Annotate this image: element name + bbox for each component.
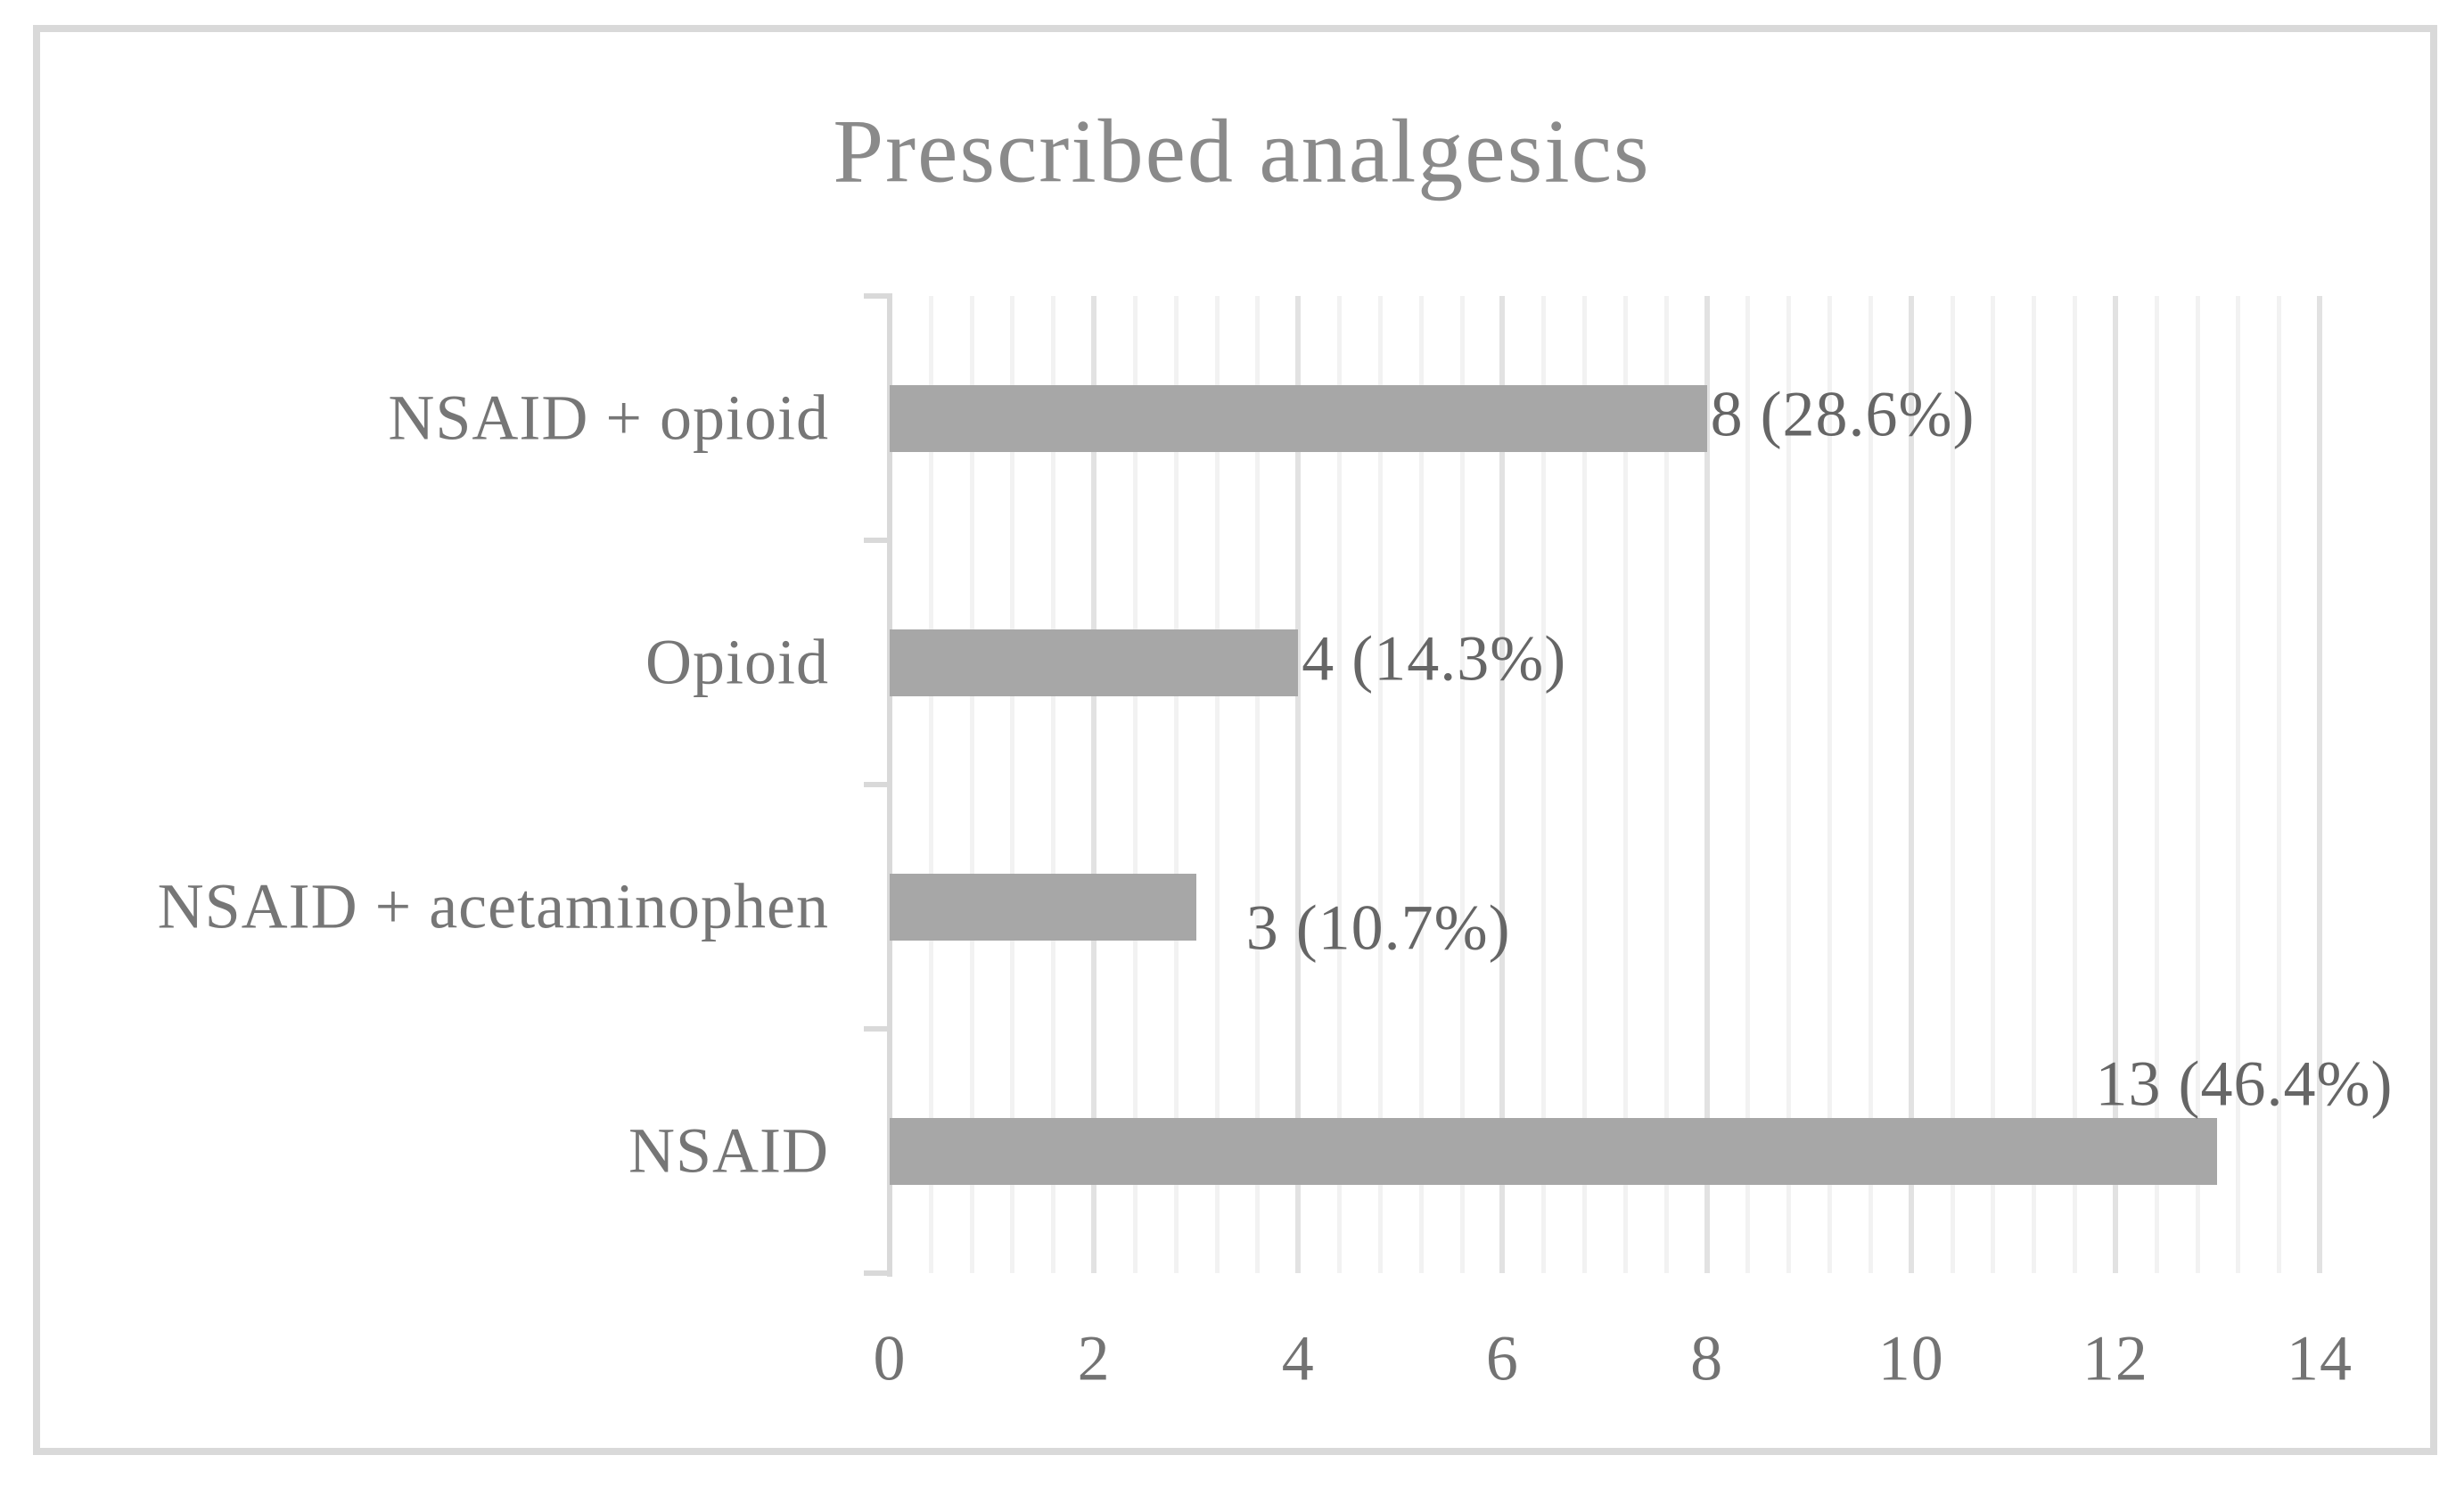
category-axis-tick <box>864 293 887 299</box>
x-tick-label: 4 <box>1281 1322 1315 1394</box>
gridline-minor <box>1459 296 1465 1273</box>
gridline-major <box>1908 296 1914 1273</box>
gridline-minor <box>1051 296 1056 1273</box>
x-tick-label: 8 <box>1690 1322 1724 1394</box>
gridline-minor <box>1868 296 1873 1273</box>
x-tick-label: 12 <box>2082 1322 2148 1394</box>
chart-title: Prescribed analgesics <box>833 101 1651 202</box>
category-axis-tick <box>864 1026 887 1032</box>
gridline-minor <box>2236 296 2241 1273</box>
bar-opioid <box>890 629 1299 696</box>
gridline-major <box>2112 296 2118 1273</box>
bar-nsaid-acetaminophen <box>890 873 1196 941</box>
gridline-minor <box>2073 296 2078 1273</box>
x-tick-label: 6 <box>1485 1322 1519 1394</box>
gridline-minor <box>1377 296 1383 1273</box>
gridline-minor <box>1541 296 1547 1273</box>
gridline-minor <box>2032 296 2037 1273</box>
gridline-minor <box>1214 296 1220 1273</box>
data-label: 13 (46.4%) <box>2095 1048 2394 1119</box>
gridline-minor <box>928 296 933 1273</box>
data-label: 3 (10.7%) <box>1245 892 1511 964</box>
gridline-minor <box>1827 296 1833 1273</box>
gridline-major <box>1091 296 1097 1273</box>
gridline-minor <box>2154 296 2159 1273</box>
category-axis-tick <box>864 1270 887 1276</box>
data-label: 8 (28.6%) <box>1710 378 1975 450</box>
gridline-major <box>1704 296 1710 1273</box>
gridline-minor <box>1745 296 1751 1273</box>
chart-border <box>33 25 2437 1455</box>
gridline-minor <box>2195 296 2200 1273</box>
gridline-minor <box>1950 296 1955 1273</box>
gridline-minor <box>969 296 974 1273</box>
gridline-minor <box>1418 296 1424 1273</box>
bar-nsaid-opioid <box>890 384 1707 452</box>
gridline-minor <box>1582 296 1588 1273</box>
gridline-minor <box>1132 296 1138 1273</box>
gridline-minor <box>1622 296 1628 1273</box>
category-axis-tick <box>864 538 887 543</box>
gridline-major <box>1499 296 1506 1273</box>
category-label: NSAID + acetaminophen <box>157 870 829 942</box>
category-label: NSAID <box>628 1114 829 1187</box>
bar-nsaid <box>890 1117 2218 1185</box>
gridline-minor <box>1991 296 1996 1273</box>
category-label: Opioid <box>645 626 829 698</box>
gridline-minor <box>1255 296 1261 1273</box>
gridline-major <box>2317 296 2322 1273</box>
gridline-minor <box>1663 296 1669 1273</box>
x-tick-label: 14 <box>2287 1322 2353 1394</box>
category-label: NSAID + opioid <box>388 382 829 454</box>
category-axis-line <box>887 293 892 1277</box>
x-tick-label: 0 <box>873 1322 907 1394</box>
category-axis-tick <box>864 782 887 787</box>
gridline-minor <box>1786 296 1792 1273</box>
gridline-major <box>1295 296 1302 1273</box>
gridline-minor <box>1173 296 1179 1273</box>
x-tick-label: 2 <box>1077 1322 1111 1394</box>
gridline-minor <box>2277 296 2282 1273</box>
x-tick-label: 10 <box>1877 1322 1944 1394</box>
plot-area <box>864 293 2322 1277</box>
data-label: 4 (14.3%) <box>1302 622 1567 695</box>
gridline-minor <box>1337 296 1343 1273</box>
gridline-minor <box>1010 296 1015 1273</box>
